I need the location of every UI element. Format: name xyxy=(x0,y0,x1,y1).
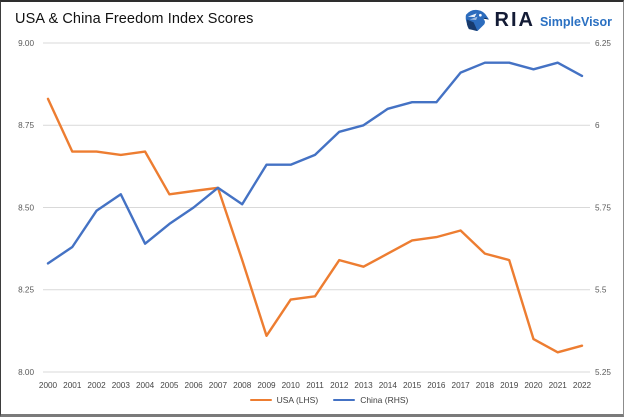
x-axis-tick: 2007 xyxy=(209,381,228,390)
x-axis-tick: 2017 xyxy=(452,381,471,390)
x-axis-tick: 2008 xyxy=(233,381,252,390)
left-axis-tick: 8.75 xyxy=(18,121,34,130)
series-line-usa xyxy=(46,97,584,354)
brand-logo: RIA SimpleVisor xyxy=(465,8,612,32)
right-axis-tick: 5.5 xyxy=(595,286,607,295)
series-line-china xyxy=(46,61,584,265)
x-axis-tick: 2018 xyxy=(476,381,495,390)
x-axis-tick: 2009 xyxy=(257,381,276,390)
product-name: SimpleVisor xyxy=(539,14,612,29)
left-axis-tick: 8.00 xyxy=(18,368,34,377)
left-axis-tick: 9.00 xyxy=(18,39,34,48)
chart-legend: USA (LHS) China (RHS) xyxy=(18,394,623,406)
x-axis-tick: 2003 xyxy=(112,381,131,390)
x-axis-tick: 2014 xyxy=(379,381,398,390)
x-axis-tick: 2002 xyxy=(87,381,106,390)
x-axis-tick: 2011 xyxy=(306,381,324,390)
legend-swatch xyxy=(249,398,272,402)
x-axis-tick: 2004 xyxy=(136,381,155,390)
legend-label: USA (LHS) xyxy=(276,395,319,405)
x-axis-tick: 2001 xyxy=(63,381,82,390)
x-axis-tick: 2005 xyxy=(160,381,179,390)
page-title: USA & China Freedom Index Scores xyxy=(15,11,254,27)
legend-label: China (RHS) xyxy=(360,395,409,405)
x-axis-tick: 2016 xyxy=(427,381,446,390)
x-axis-tick: 2010 xyxy=(282,381,301,390)
left-axis-tick: 8.50 xyxy=(18,203,34,212)
x-axis-tick: 2020 xyxy=(524,381,543,390)
x-axis-tick: 2022 xyxy=(573,381,592,390)
x-axis-tick: 2006 xyxy=(185,381,204,390)
right-axis-tick: 6 xyxy=(595,121,600,130)
brand-name: RIA xyxy=(494,8,535,31)
right-axis-tick: 6.25 xyxy=(595,39,611,48)
legend-item-usa: USA (LHS) xyxy=(249,395,319,405)
x-axis-tick: 2000 xyxy=(39,381,58,390)
right-axis-tick: 5.25 xyxy=(595,368,611,377)
x-axis-tick: 2015 xyxy=(403,381,422,390)
x-axis-tick: 2012 xyxy=(330,381,349,390)
x-axis-tick: 2021 xyxy=(549,381,568,390)
right-axis-tick: 5.75 xyxy=(595,203,611,212)
left-axis-tick: 8.25 xyxy=(18,286,34,295)
eagle-icon xyxy=(465,9,490,32)
legend-swatch xyxy=(333,398,356,402)
x-axis-tick: 2019 xyxy=(500,381,519,390)
x-axis-tick: 2013 xyxy=(354,381,373,390)
legend-item-china: China (RHS) xyxy=(333,395,408,405)
